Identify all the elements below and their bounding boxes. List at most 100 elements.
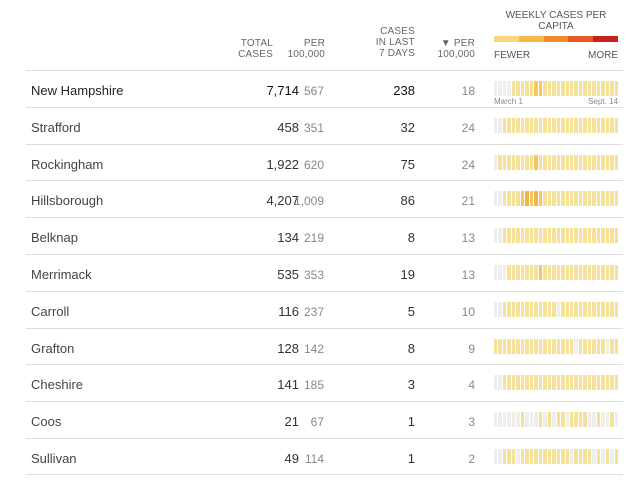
sparkline-week-bar: [498, 264, 502, 280]
sparkline-week-bar: [552, 301, 556, 317]
sparkline-week-bar: [569, 228, 574, 244]
sparkline-week-bar: [538, 228, 543, 244]
table-row[interactable]: Strafford 458 351 32 24: [26, 106, 623, 144]
sparkline-week-bar: [610, 117, 614, 133]
row-per-100k: 351: [303, 120, 324, 135]
sparkline-week-bar: [525, 81, 529, 96]
sparkline-week-bar: [565, 448, 569, 464]
sparkline-week-bar: [498, 228, 502, 244]
row-name: Coos: [31, 414, 62, 430]
sparkline-week-bar: [574, 228, 578, 244]
sparkline-week-bar: [498, 338, 502, 354]
sparkline-week-bar: [605, 81, 610, 96]
sparkline-week-bar: [507, 117, 511, 133]
weekly-cases-sparkline: [494, 448, 619, 464]
sparkline-week-bar: [614, 264, 619, 280]
sparkline-week-bar: [583, 81, 587, 96]
sparkline-week-bar: [556, 264, 561, 280]
sparkline-week-bar: [561, 228, 565, 244]
sparkline-week-bar: [574, 375, 578, 391]
sparkline-week-bar: [520, 154, 525, 170]
row-per-100k-last-7: 3: [468, 415, 475, 430]
sparkline-week-bar: [569, 264, 574, 280]
sparkline-week-bar: [494, 117, 498, 133]
sparkline-week-bar: [578, 264, 583, 280]
state-row[interactable]: New Hampshire 7,714 567 238 18 March 1 Sept. 1…: [26, 70, 623, 107]
row-total-cases: 458: [277, 119, 299, 135]
row-name: Sullivan: [31, 450, 77, 466]
table-row[interactable]: Cheshire 141 185 3 4: [26, 364, 623, 401]
sparkline-week-bar: [610, 412, 614, 428]
sparkline-week-bar: [605, 448, 610, 464]
table-row[interactable]: Belknap 134 219 8 13: [26, 217, 623, 254]
sparkline-week-bar: [552, 117, 556, 133]
table-row[interactable]: Sullivan 49 114 1 2: [26, 437, 623, 475]
legend-color-scale: [494, 36, 618, 42]
col-header-per-100k-sorted[interactable]: ▼ PER 100,000: [437, 38, 475, 60]
sparkline-week-bar: [529, 81, 534, 96]
row-per-100k-last-7: 21: [461, 194, 475, 209]
sparkline-week-bar: [520, 301, 525, 317]
sparkline-week-bar: [601, 448, 605, 464]
col-header-cases-last-7-days[interactable]: CASES IN LAST 7 DAYS: [375, 26, 415, 59]
sparkline-week-bar: [498, 301, 502, 317]
row-per-100k: 185: [303, 378, 324, 393]
sparkline-week-bar: [498, 154, 502, 170]
sparkline-week-bar: [525, 338, 529, 354]
table-row[interactable]: Grafton 128 142 8 9: [26, 327, 623, 365]
sparkline-week-bar: [494, 228, 498, 244]
sparkline-week-bar: [592, 228, 596, 244]
weekly-cases-sparkline: [494, 412, 619, 428]
sparkline-axis-start: March 1: [494, 97, 523, 106]
sparkline-week-bar: [578, 117, 583, 133]
sparkline-week-bar: [583, 228, 587, 244]
sparkline-week-bar: [534, 154, 538, 170]
sparkline-week-bar: [543, 81, 547, 96]
row-total-cases: 141: [277, 377, 299, 393]
sparkline-week-bar: [525, 264, 529, 280]
table-row[interactable]: Coos 21 67 1 3: [26, 401, 623, 438]
sparkline-week-bar: [583, 412, 587, 428]
sparkline-week-bar: [569, 301, 574, 317]
table-row[interactable]: Carroll 116 237 5 10: [26, 290, 623, 328]
sparkline-week-bar: [587, 448, 592, 464]
col-header-total-cases[interactable]: TOTAL CASES: [238, 38, 273, 60]
row-cases-last-7-days: 3: [407, 377, 415, 393]
row-total-cases: 7,714: [266, 83, 299, 98]
sparkline-week-bar: [543, 154, 547, 170]
sparkline-week-bar: [516, 412, 520, 428]
sparkline-week-bar: [610, 375, 614, 391]
sparkline-week-bar: [511, 117, 516, 133]
sparkline-week-bar: [561, 264, 565, 280]
sparkline-week-bar: [529, 338, 534, 354]
sparkline-week-bar: [507, 375, 511, 391]
sparkline-week-bar: [592, 301, 596, 317]
sparkline-week-bar: [547, 412, 552, 428]
sparkline-week-bar: [525, 117, 529, 133]
sparkline-week-bar: [578, 191, 583, 207]
col-header-per-100k[interactable]: PER 100,000: [287, 38, 325, 60]
sparkline-week-bar: [525, 301, 529, 317]
sparkline-week-bar: [592, 191, 596, 207]
row-per-100k-last-7: 10: [461, 304, 475, 319]
sparkline-week-bar: [565, 117, 569, 133]
sparkline-week-bar: [601, 412, 605, 428]
sparkline-week-bar: [556, 412, 561, 428]
sparkline-week-bar: [614, 448, 619, 464]
sparkline-week-bar: [574, 301, 578, 317]
sparkline-week-bar: [565, 191, 569, 207]
sparkline-week-bar: [502, 412, 507, 428]
table-row[interactable]: Rockingham 1,922 620 75 24: [26, 143, 623, 181]
legend-swatch: [568, 36, 594, 42]
weekly-cases-sparkline: [494, 191, 619, 207]
table-row[interactable]: Merrimack 535 353 19 13: [26, 253, 623, 291]
row-per-100k-last-7: 24: [461, 157, 475, 172]
table-row[interactable]: Hillsborough 4,207 1,009 86 21: [26, 180, 623, 217]
sparkline-week-bar: [552, 191, 556, 207]
sparkline-week-bar: [592, 375, 596, 391]
sparkline-week-bar: [511, 81, 516, 96]
sparkline-week-bar: [538, 301, 543, 317]
row-name: Grafton: [31, 340, 75, 356]
sparkline-week-bar: [583, 154, 587, 170]
sparkline-week-bar: [520, 375, 525, 391]
